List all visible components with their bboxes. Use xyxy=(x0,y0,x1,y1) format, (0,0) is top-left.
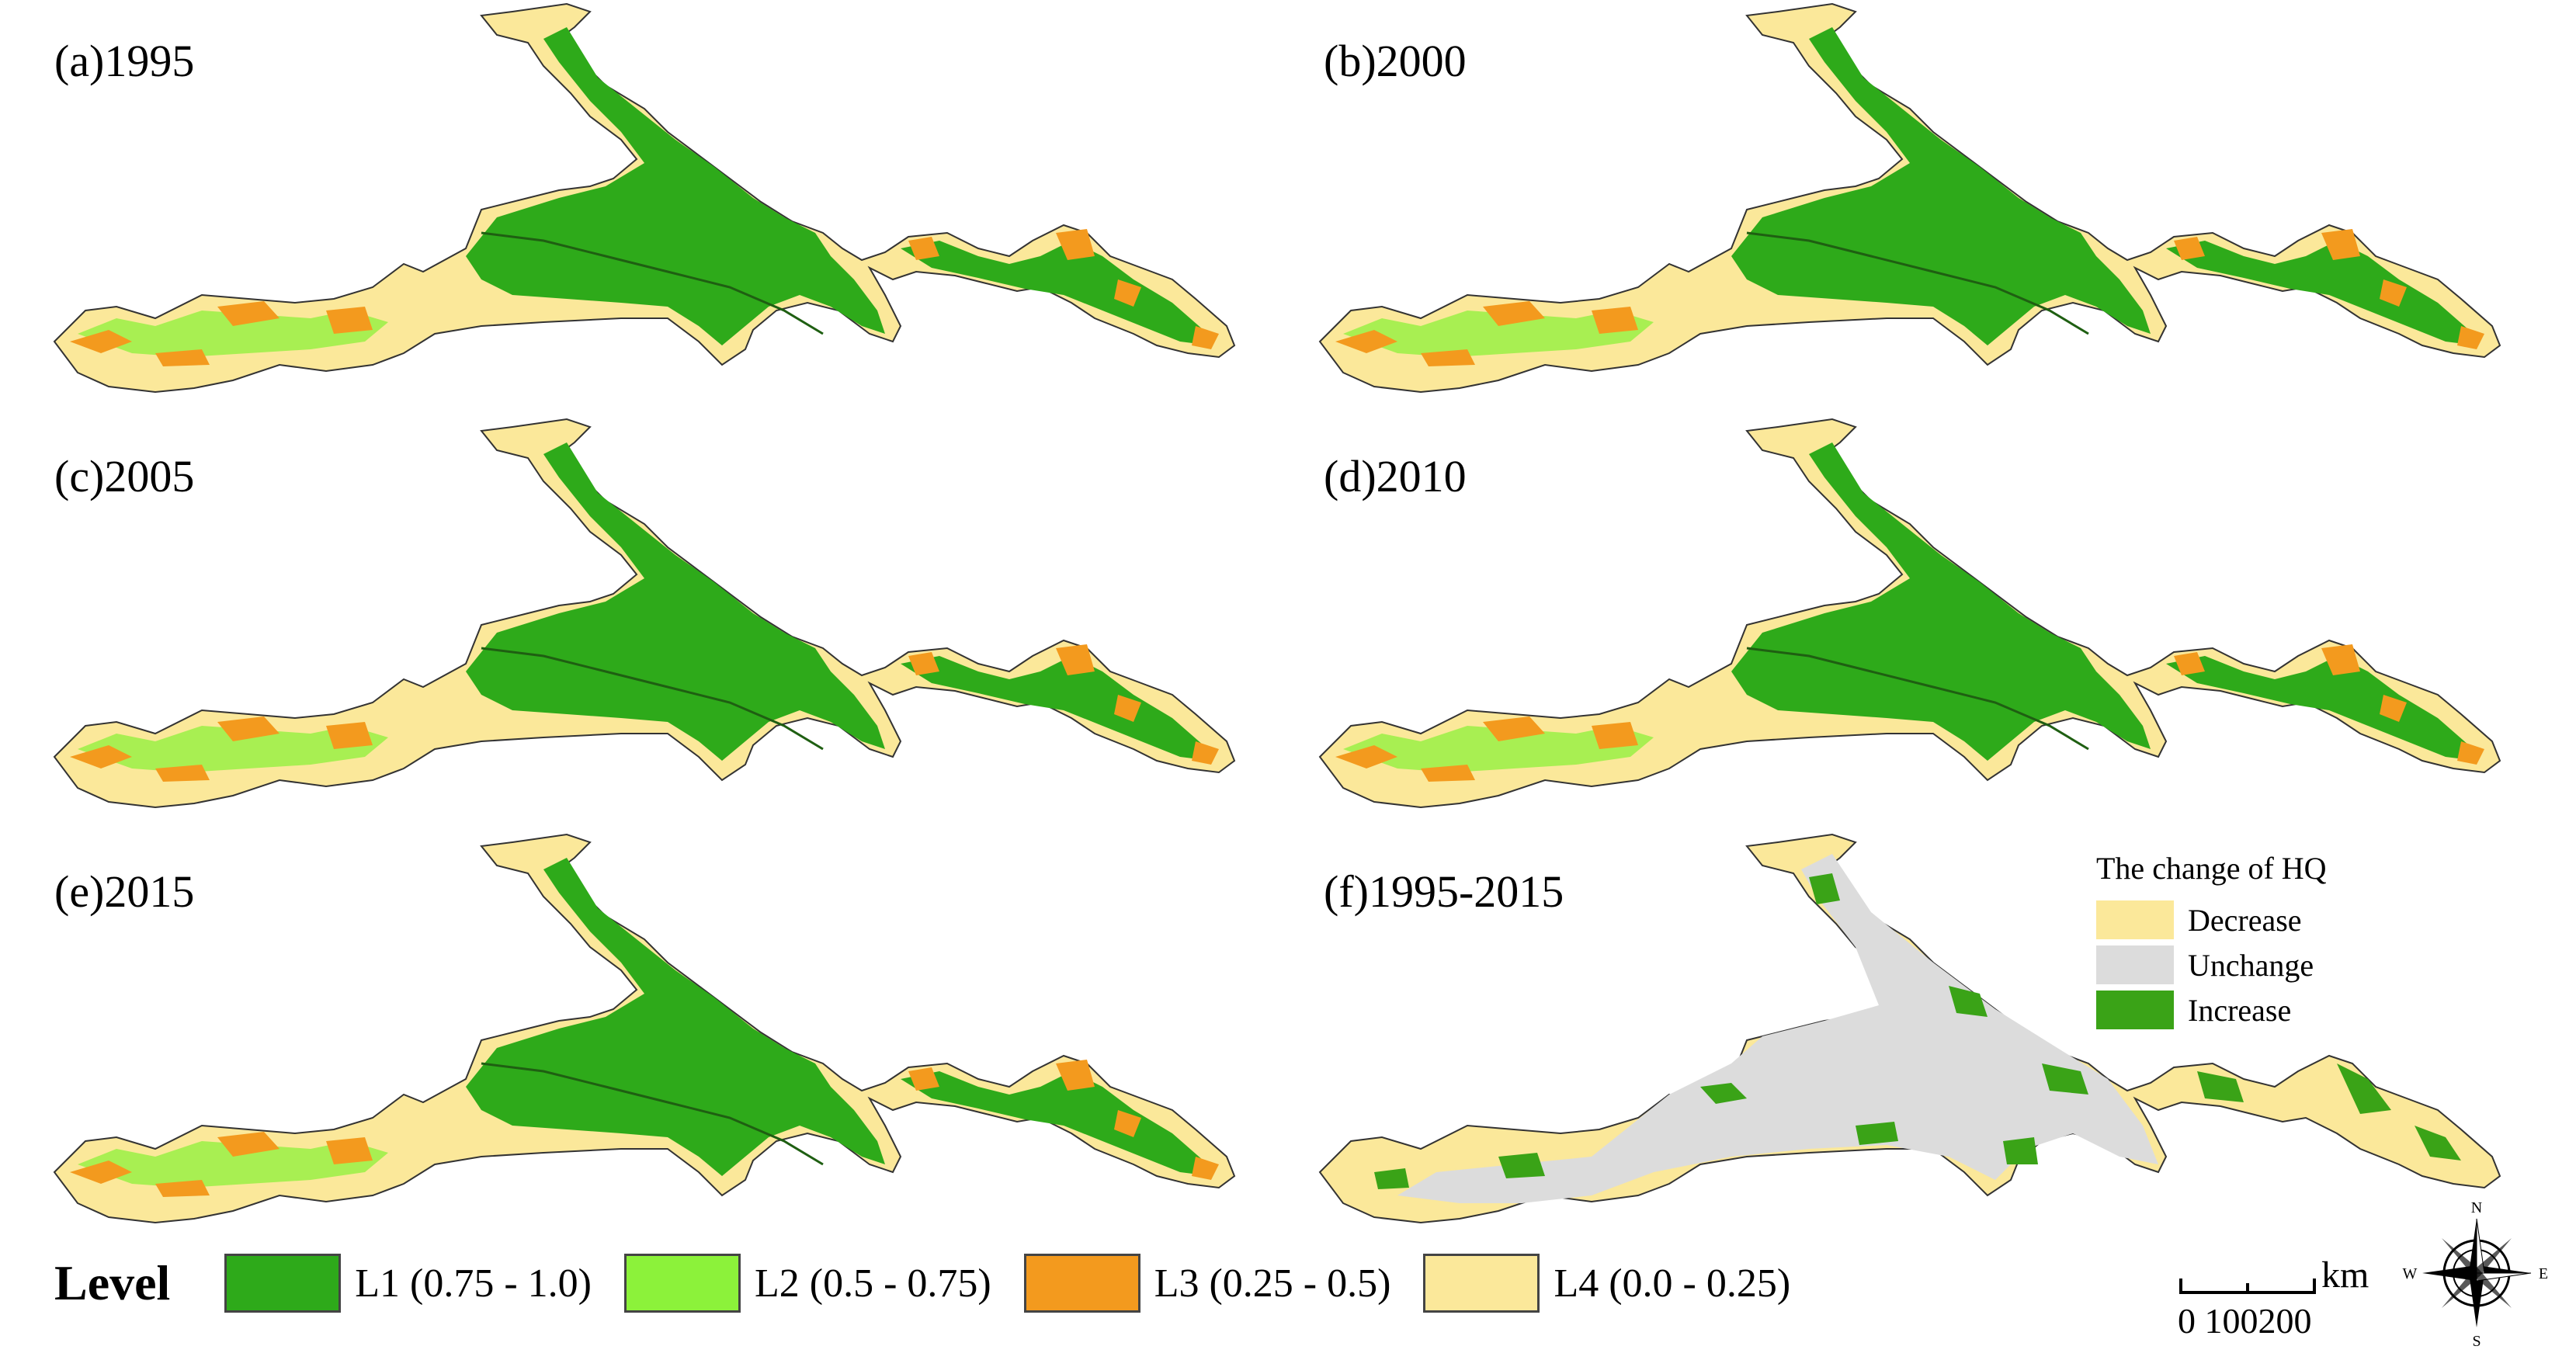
change-label-decrease: Decrease xyxy=(2188,902,2302,938)
level-label-l1: L1 (0.75 - 1.0) xyxy=(355,1261,592,1306)
level-label-l3: L3 (0.25 - 0.5) xyxy=(1154,1261,1391,1306)
compass-north-label: N xyxy=(2471,1199,2482,1216)
level-legend-item-l1: L1 (0.75 - 1.0) xyxy=(224,1254,592,1313)
scale-tick-labels: 0 100200 xyxy=(2178,1301,2312,1341)
level-legend-item-l4: L4 (0.0 - 0.25) xyxy=(1423,1254,1790,1313)
level-label-l4: L4 (0.0 - 0.25) xyxy=(1554,1261,1791,1306)
change-legend-item-increase: Increase xyxy=(2096,987,2327,1032)
change-legend-item-decrease: Decrease xyxy=(2096,897,2327,942)
change-label-increase: Increase xyxy=(2188,992,2292,1028)
map-panel-2015 xyxy=(54,834,1235,1223)
change-swatch-unchange xyxy=(2096,945,2174,984)
level-legend-item-l3: L3 (0.25 - 0.5) xyxy=(1023,1254,1391,1313)
level-swatch-l3 xyxy=(1023,1254,1140,1313)
change-label-unchange: Unchange xyxy=(2188,947,2314,983)
panel-title-b: (b)2000 xyxy=(1324,36,1467,86)
panel-title-a: (a)1995 xyxy=(54,36,195,86)
compass-rose-icon: N S E W xyxy=(2399,1195,2554,1355)
level-legend-title: Level xyxy=(54,1255,171,1310)
panel-title-e: (e)2015 xyxy=(54,866,195,917)
scale-bar-graphic xyxy=(2179,1279,2316,1294)
change-legend-title: The change of HQ xyxy=(2096,851,2327,886)
scale-unit: km xyxy=(2321,1254,2369,1296)
level-swatch-l2 xyxy=(624,1254,741,1313)
change-legend: The change of HQ Decrease Unchange Incre… xyxy=(2096,850,2327,1032)
map-panel-2010 xyxy=(1319,418,2501,808)
level-label-l2: L2 (0.5 - 0.75) xyxy=(755,1261,991,1306)
compass-south-label: S xyxy=(2472,1333,2481,1350)
compass-east-label: E xyxy=(2539,1265,2548,1282)
change-swatch-increase xyxy=(2096,991,2174,1029)
level-swatch-l1 xyxy=(224,1254,342,1313)
panel-title-c: (c)2005 xyxy=(54,451,195,501)
level-legend-item-l2: L2 (0.5 - 0.75) xyxy=(624,1254,991,1313)
map-panel-2005 xyxy=(54,418,1235,808)
level-legend: Level L1 (0.75 - 1.0) L2 (0.5 - 0.75) L3… xyxy=(54,1254,1823,1313)
panel-title-f: (f)1995-2015 xyxy=(1324,866,1564,917)
map-panel-1995 xyxy=(54,3,1235,393)
map-panel-2000 xyxy=(1319,3,2501,393)
change-legend-item-unchange: Unchange xyxy=(2096,942,2327,987)
level-swatch-l4 xyxy=(1423,1254,1540,1313)
compass-west-label: W xyxy=(2403,1265,2418,1282)
panel-title-d: (d)2010 xyxy=(1324,451,1467,501)
change-swatch-decrease xyxy=(2096,900,2174,939)
